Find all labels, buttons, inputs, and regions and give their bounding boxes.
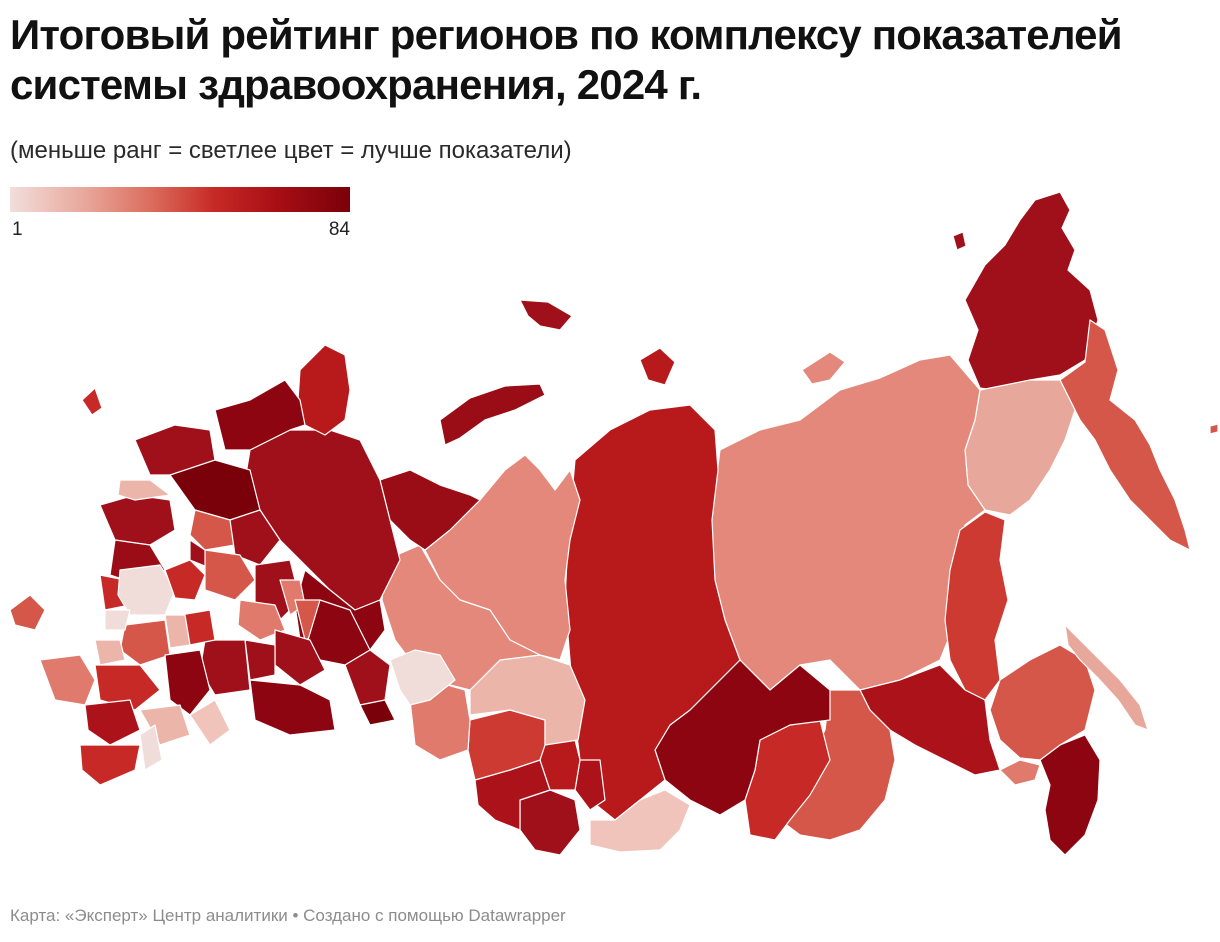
legend-gradient-bar (10, 187, 350, 212)
region-stavropol[interactable] (84, 699, 141, 746)
region-tambov[interactable] (164, 614, 191, 649)
region-khakassia[interactable] (574, 759, 606, 811)
map-title: Итоговый рейтинг регионов по комплексу п… (10, 11, 1123, 108)
islands-franz-josef[interactable] (519, 299, 573, 331)
map-subtitle: (меньше ранг = светлее цвет = лучше пока… (10, 137, 572, 164)
island-wrangel[interactable] (952, 231, 967, 251)
region-altai-republic[interactable] (519, 789, 581, 856)
color-legend: 1 84 (10, 187, 350, 243)
region-magadan[interactable] (964, 379, 1076, 516)
region-kurgan[interactable] (359, 699, 396, 726)
island-commander[interactable] (1209, 423, 1219, 435)
footer-credit: Карта: «Эксперт» Центр аналитики • Созда… (10, 906, 566, 925)
region-dagestan[interactable] (139, 724, 163, 771)
region-rostov[interactable] (94, 664, 161, 711)
region-jewish-ao[interactable] (999, 759, 1041, 786)
region-chukotka[interactable] (964, 191, 1099, 393)
region-vladimir[interactable] (164, 559, 206, 601)
region-sakhalin[interactable] (1064, 624, 1149, 731)
russia-choropleth-map (9, 191, 1219, 856)
region-yaroslavl[interactable] (189, 509, 236, 551)
island-severnaya-zemlya[interactable] (639, 347, 676, 386)
region-nenets[interactable] (379, 469, 481, 551)
region-volgograd[interactable] (164, 649, 211, 716)
region-tver[interactable] (117, 479, 171, 501)
region-yakutia[interactable] (709, 354, 986, 691)
region-karelia[interactable] (214, 379, 306, 451)
region-chelyabinsk[interactable] (344, 649, 391, 706)
region-primorye[interactable] (1039, 734, 1101, 856)
region-astrakhan[interactable] (189, 699, 231, 746)
region-voronezh[interactable] (119, 619, 171, 666)
region-tuva[interactable] (589, 789, 691, 853)
region-crimea[interactable] (9, 594, 46, 631)
region-murmansk[interactable] (297, 344, 351, 436)
region-north-caucasus[interactable] (79, 744, 141, 786)
region-tyumen[interactable] (389, 649, 456, 706)
region-samara[interactable] (244, 639, 276, 681)
islands-new-siberian[interactable] (801, 351, 846, 385)
legend-min-label: 1 (12, 219, 23, 240)
region-nizhny[interactable] (204, 549, 256, 601)
region-kaliningrad[interactable] (81, 387, 103, 416)
region-novgorod[interactable] (99, 494, 176, 546)
region-krasnodar[interactable] (39, 654, 96, 706)
region-kostroma[interactable] (229, 509, 281, 566)
region-khabarovsk-south[interactable] (989, 644, 1096, 761)
island-novaya-zemlya[interactable] (439, 383, 546, 446)
region-orenburg[interactable] (249, 679, 336, 736)
region-belgorod[interactable] (94, 639, 126, 666)
region-kursk[interactable] (104, 609, 131, 631)
legend-max-label: 84 (328, 219, 350, 240)
region-tatarstan[interactable] (237, 599, 286, 641)
